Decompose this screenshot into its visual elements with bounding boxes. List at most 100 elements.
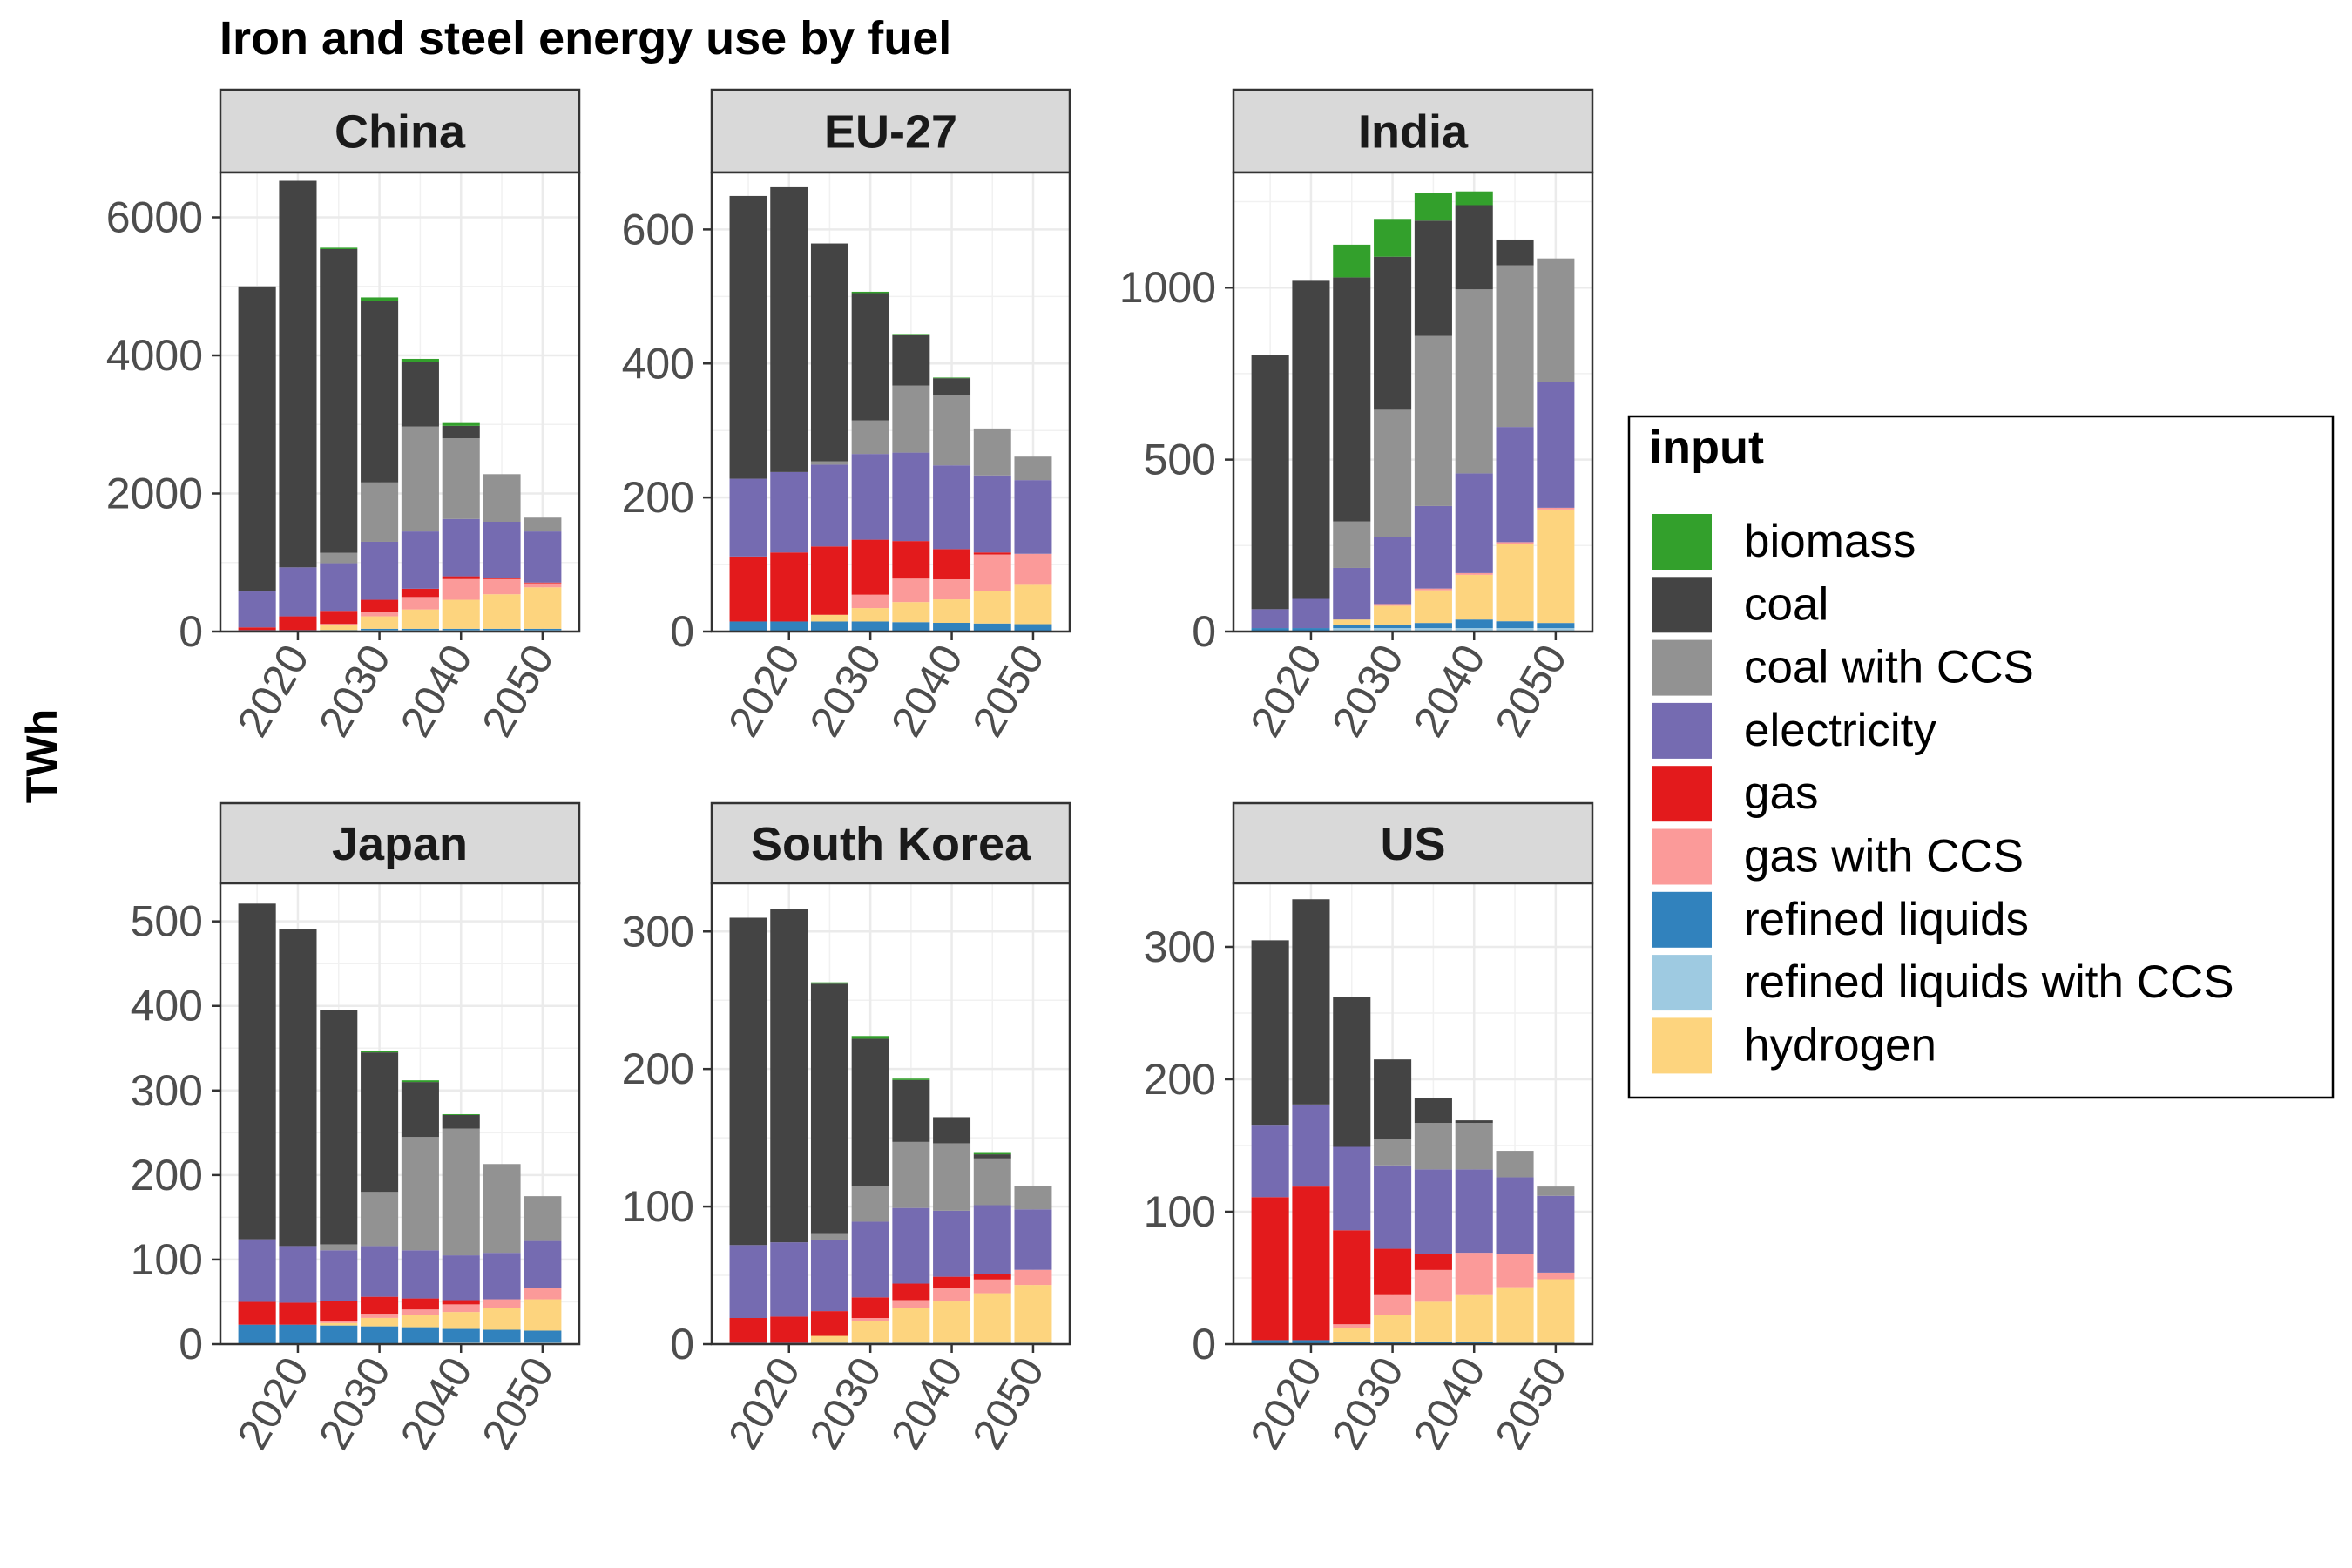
bar-segment-coal_ccs [361, 1192, 399, 1247]
bar-segment-biomass [1414, 193, 1452, 221]
panel-border [219, 171, 581, 633]
bar-segment-gas [1292, 1186, 1330, 1341]
bar-segment-gas_ccs [973, 1279, 1011, 1294]
bar-segment-gas [810, 1311, 848, 1336]
bar-segment-coal_ccs [1014, 1186, 1052, 1210]
bar-segment-refined_liquids [524, 1330, 562, 1343]
bar-segment-gas [973, 1274, 1011, 1280]
bar-segment-biomass [361, 1051, 399, 1053]
bar-segment-gas_ccs [933, 1288, 971, 1302]
bar-segment-coal_ccs [1496, 265, 1534, 428]
y-tick-label: 300 [1144, 923, 1216, 971]
y-tick-label: 4000 [106, 331, 203, 380]
bar-segment-electricity [729, 478, 767, 557]
bar-segment-coal_ccs [1014, 456, 1052, 481]
bar-segment-hydrogen [401, 1315, 439, 1328]
bar-segment-hydrogen [1374, 1315, 1412, 1342]
bar-segment-coal [1292, 280, 1330, 599]
bar-segment-coal [442, 1114, 480, 1129]
bar-segment-biomass [851, 291, 889, 294]
bar-segment-refined_liquids_ccs [1333, 628, 1371, 632]
legend-box [1627, 415, 2335, 1099]
bar-segment-hydrogen [1455, 1294, 1493, 1342]
bar-segment-biomass [851, 1036, 889, 1039]
bar-segment-biomass [401, 1080, 439, 1083]
bar-segment-hydrogen [892, 602, 930, 623]
legend-label: gas with CCS [1744, 831, 2024, 882]
bar-segment-gas [1414, 1254, 1452, 1270]
bar-segment-gas [238, 627, 276, 631]
legend-label: coal with CCS [1744, 642, 2034, 693]
facet-strip [219, 801, 581, 885]
bar-segment-electricity [1455, 473, 1493, 573]
bar-segment-coal [1292, 899, 1330, 1105]
bar-segment-refined_liquids [401, 1327, 439, 1344]
bar-segment-coal [320, 248, 358, 553]
bar-segment-electricity [1333, 1146, 1371, 1231]
y-tick-label: 200 [622, 1044, 694, 1093]
bar-segment-hydrogen [933, 599, 971, 623]
bar-segment-biomass [401, 358, 439, 362]
bar-segment-coal [770, 909, 808, 1243]
y-tick-label: 1000 [1119, 263, 1216, 312]
bar-segment-biomass [892, 334, 930, 335]
bar-segment-gas_ccs [442, 578, 480, 600]
bar-segment-refined_liquids [524, 628, 562, 631]
y-tick-label: 200 [1144, 1055, 1216, 1104]
bar-segment-coal [1374, 256, 1412, 410]
legend-swatch [1652, 577, 1712, 633]
bar-segment-coal [442, 425, 480, 439]
y-axis-label: TWh [17, 709, 66, 803]
bar-segment-hydrogen [1014, 1285, 1052, 1343]
legend-swatch [1652, 702, 1712, 759]
y-tick-label: 400 [622, 339, 694, 388]
bar-segment-coal [973, 1154, 1011, 1159]
bar-segment-electricity [1374, 1165, 1412, 1249]
legend-swatch [1652, 955, 1712, 1011]
legend-label: biomass [1744, 516, 1916, 567]
x-tick-label: 2020 [227, 1349, 318, 1457]
facet-strip-label: China [335, 106, 466, 159]
bar-segment-coal_ccs [1414, 1123, 1452, 1170]
bar-segment-electricity [401, 531, 439, 589]
bar-segment-coal [933, 378, 971, 395]
bar-segment-gas [892, 1283, 930, 1301]
bar-segment-coal_ccs [1455, 1123, 1493, 1170]
bar-segment-electricity [1496, 427, 1534, 543]
bar-segment-coal [933, 1117, 971, 1144]
bar-segment-refined_liquids [483, 628, 521, 631]
bar-segment-refined_liquids [770, 621, 808, 632]
x-tick-label: 2020 [719, 1349, 809, 1457]
bar-segment-refined_liquids_ccs [1374, 628, 1412, 632]
bar-segment-gas_ccs [361, 1314, 399, 1318]
bar-segment-gas [320, 611, 358, 625]
bar-segment-coal_ccs [401, 426, 439, 532]
bar-segment-gas [442, 1300, 480, 1305]
facet-strip [710, 88, 1071, 174]
bar-segment-refined_liquids [729, 621, 767, 632]
bar-segment-gas [279, 616, 317, 631]
bar-segment-coal_ccs [320, 552, 358, 564]
bar-segment-gas_ccs [1014, 1269, 1052, 1286]
bar-segment-hydrogen [1333, 619, 1371, 625]
bar-segment-gas_ccs [1455, 1253, 1493, 1295]
bar-segment-refined_liquids [238, 1324, 276, 1344]
legend-title: input [1649, 422, 1764, 474]
x-tick-label: 2030 [309, 1349, 400, 1457]
bar-segment-biomass [320, 247, 358, 249]
bar-segment-gas [442, 576, 480, 579]
bar-segment-gas_ccs [1537, 507, 1575, 510]
facet-strip [219, 88, 581, 174]
bar-segment-electricity [851, 1221, 889, 1298]
bar-segment-coal [1333, 997, 1371, 1147]
bar-segment-refined_liquids [1455, 1341, 1493, 1344]
bar-segment-refined_liquids [810, 621, 848, 632]
bar-segment-refined_liquids [851, 621, 889, 632]
bar-segment-gas_ccs [483, 1299, 521, 1308]
bar-segment-electricity [892, 452, 930, 542]
legend-item-gas_ccs: gas with CCS [1652, 828, 2024, 885]
bar-segment-coal [729, 195, 767, 479]
bar-segment-hydrogen [933, 1301, 971, 1343]
bar-segment-hydrogen [973, 591, 1011, 624]
